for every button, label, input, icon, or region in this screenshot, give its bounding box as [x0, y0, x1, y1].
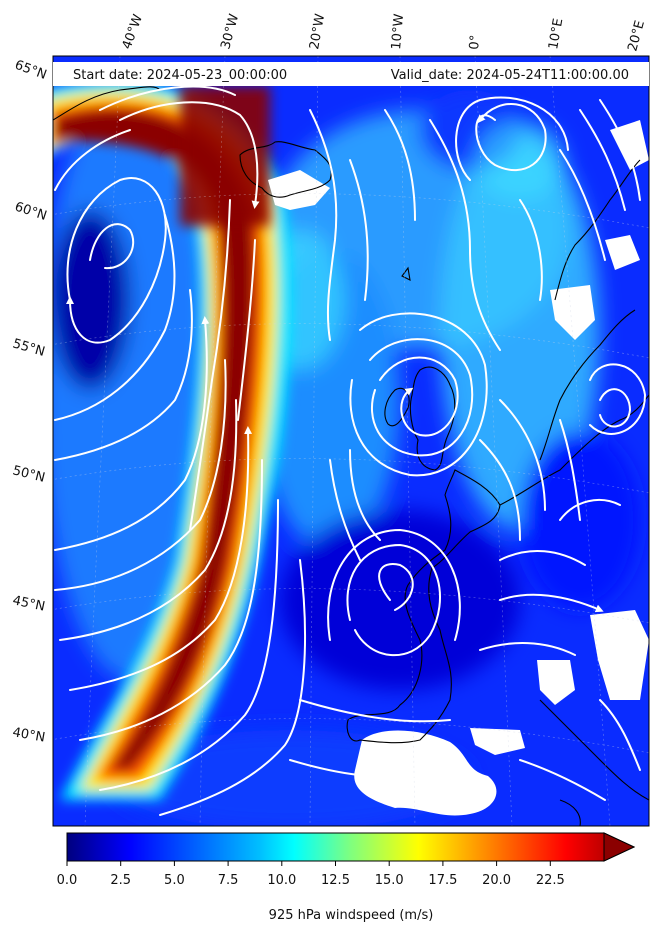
colorbar-tick-label: 17.5 — [428, 873, 457, 888]
lon-label-30w: 30°W — [218, 12, 242, 51]
lat-label-65n: 65°N — [13, 58, 49, 83]
lat-label-40n: 40°N — [11, 725, 46, 745]
colorbar-tick-label: 0.0 — [57, 873, 78, 888]
windspeed-field — [53, 56, 649, 826]
colorbar-tick-label: 5.0 — [164, 873, 185, 888]
lon-label-20e: 20°E — [625, 19, 648, 53]
colorbar-tick-label: 20.0 — [482, 873, 511, 888]
colorbar-extend-arrow — [603, 832, 636, 862]
header-banner — [53, 62, 649, 86]
lon-label-40w: 40°W — [120, 12, 146, 51]
lon-label-10e: 10°E — [546, 17, 566, 50]
colorbar-title: 925 hPa windspeed (m/s) — [269, 908, 434, 923]
colorbar-tick-label: 7.5 — [218, 873, 239, 888]
graticule — [53, 56, 649, 826]
lon-label-0: 0° — [467, 34, 483, 50]
valid-date-label: Valid_date: 2024-05-24T11:00:00.00 — [391, 68, 629, 83]
start-date-label: Start date: 2024-05-23_00:00:00 — [73, 68, 287, 83]
colorbar-tick-label: 10.0 — [267, 873, 296, 888]
colorbar-tick-label: 12.5 — [321, 873, 350, 888]
colorbar: 0.0 2.5 5.0 7.5 10.0 12.5 15.0 17.5 20.0 22.5 925… — [57, 832, 636, 923]
colorbar-bar — [66, 832, 636, 862]
missing-data-patches — [268, 120, 649, 816]
colorbar-tick-label: 15.0 — [375, 873, 404, 888]
lat-label-50n: 50°N — [11, 463, 46, 485]
colorbar-tick-label: 22.5 — [536, 873, 565, 888]
map-frame — [52, 55, 650, 827]
lon-label-10w: 10°W — [389, 13, 407, 50]
latitude-labels: 65°N 60°N 55°N 50°N 45°N 40°N — [11, 58, 49, 746]
streamlines — [54, 85, 647, 816]
colorbar-ticks: 0.0 2.5 5.0 7.5 10.0 12.5 15.0 17.5 20.0 22.5 — [57, 861, 565, 888]
lat-label-45n: 45°N — [11, 593, 46, 614]
lon-label-20w: 20°W — [307, 13, 328, 51]
lat-label-55n: 55°N — [11, 336, 47, 359]
lat-label-60n: 60°N — [13, 200, 49, 224]
longitude-labels: 40°W 30°W 20°W 10°W 0° 10°E 20°E — [120, 12, 648, 53]
colorbar-tick-label: 2.5 — [110, 873, 131, 888]
